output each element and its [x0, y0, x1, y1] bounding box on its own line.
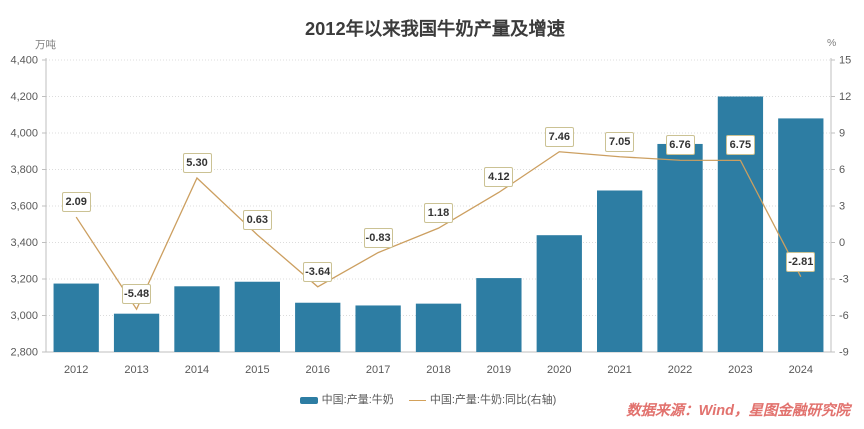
svg-text:2014: 2014	[185, 364, 209, 376]
svg-text:2020: 2020	[547, 364, 571, 376]
svg-text:0: 0	[839, 237, 845, 249]
svg-text:3,000: 3,000	[10, 310, 38, 322]
svg-text:2019: 2019	[487, 364, 511, 376]
svg-text:9: 9	[839, 128, 845, 140]
svg-text:4,400: 4,400	[10, 55, 38, 67]
svg-text:2021: 2021	[607, 364, 631, 376]
svg-text:2024: 2024	[789, 364, 813, 376]
svg-text:2013: 2013	[124, 364, 148, 376]
svg-text:4,000: 4,000	[10, 128, 38, 140]
svg-text:-9: -9	[839, 347, 849, 359]
svg-text:3,400: 3,400	[10, 237, 38, 249]
svg-text:-6: -6	[839, 310, 849, 322]
svg-text:2012: 2012	[64, 364, 88, 376]
svg-text:2018: 2018	[426, 364, 450, 376]
svg-text:12: 12	[839, 91, 851, 103]
svg-text:3,600: 3,600	[10, 201, 38, 213]
svg-text:2015: 2015	[245, 364, 269, 376]
svg-text:2016: 2016	[305, 364, 329, 376]
svg-text:3,200: 3,200	[10, 274, 38, 286]
svg-text:2,800: 2,800	[10, 347, 38, 359]
svg-text:3,800: 3,800	[10, 164, 38, 176]
svg-text:4,200: 4,200	[10, 91, 38, 103]
svg-text:2023: 2023	[728, 364, 752, 376]
svg-text:2022: 2022	[668, 364, 692, 376]
svg-text:6: 6	[839, 164, 845, 176]
svg-text:15: 15	[839, 55, 851, 67]
svg-text:2017: 2017	[366, 364, 390, 376]
svg-text:3: 3	[839, 201, 845, 213]
svg-text:-3: -3	[839, 274, 849, 286]
